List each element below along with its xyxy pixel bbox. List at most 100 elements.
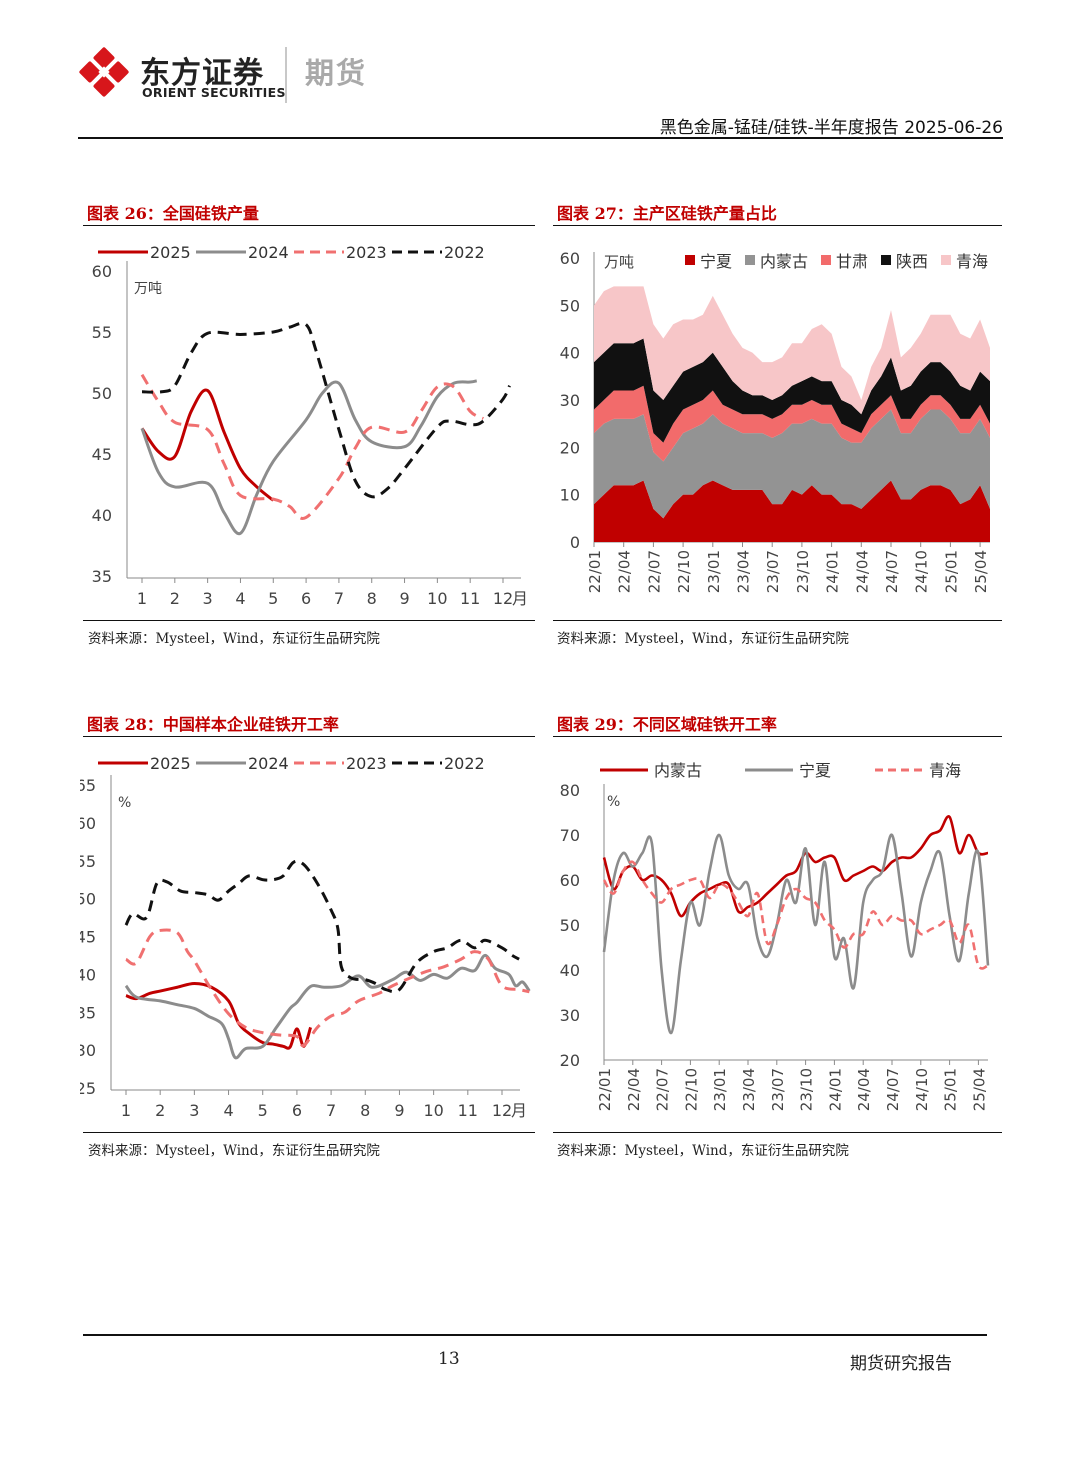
figure-26-title-rule (83, 225, 535, 226)
x-tick-label: 5 (268, 589, 278, 608)
y-tick-label: 40 (560, 961, 580, 980)
x-tick-label: 24/04 (855, 1068, 873, 1111)
division-label: 期货 (305, 56, 368, 90)
x-unit-label: 月 (512, 589, 528, 608)
x-tick-label: 23/10 (798, 1068, 816, 1111)
x-tick-label: 22/10 (675, 550, 693, 593)
brand-name-en: ORIENT SECURITIES (142, 85, 286, 100)
x-tick-label: 1 (121, 1101, 131, 1120)
series-line-2023 (140, 373, 485, 520)
y-tick-label: 45 (80, 928, 96, 947)
x-unit-label: 月 (511, 1101, 527, 1120)
figure-27-source: 资料来源：Mysteel，Wind，东证衍生品研究院 (557, 631, 849, 647)
y-tick-label: 60 (80, 814, 96, 833)
y-tick-label: 70 (560, 826, 580, 845)
y-tick-label: 45 (92, 445, 112, 464)
figure-27-bottom-rule (553, 620, 1002, 621)
legend-label-青海: 青海 (956, 252, 988, 271)
y-tick-label: 30 (560, 1006, 580, 1025)
y-tick-label: 50 (80, 890, 96, 909)
x-tick-label: 22/07 (645, 550, 663, 593)
figure-28-title: 图表 28：中国样本企业硅铁开工率 (87, 715, 339, 734)
x-tick-label: 22/07 (654, 1068, 672, 1111)
legend-swatch-陕西 (881, 255, 891, 265)
y-unit-label: 万吨 (134, 281, 162, 297)
x-tick-label: 25/01 (942, 550, 960, 593)
y-unit-label: 万吨 (604, 253, 634, 271)
y-tick-label: 30 (80, 1041, 96, 1060)
x-tick-label: 7 (334, 589, 344, 608)
legend-swatch-青海 (941, 255, 951, 265)
y-tick-label: 65 (80, 776, 96, 795)
x-tick-label: 22/01 (586, 550, 604, 593)
y-tick-label: 50 (92, 384, 112, 403)
y-unit-label: % (607, 794, 620, 810)
area-series-陕西 (594, 338, 990, 443)
x-tick-label: 23/01 (705, 550, 723, 593)
y-tick-label: 60 (560, 249, 580, 268)
x-tick-label: 2 (170, 589, 180, 608)
legend-label-内蒙古: 内蒙古 (760, 252, 808, 271)
x-tick-label: 24/10 (913, 1068, 931, 1111)
brand-separator (285, 47, 287, 103)
brand-name-cn: 东方证券 (140, 56, 264, 91)
y-tick-label: 55 (80, 852, 96, 871)
figure-28-source: 资料来源：Mysteel，Wind，东证衍生品研究院 (88, 1143, 380, 1159)
legend-label-青海: 青海 (929, 761, 961, 780)
legend-label-2025: 2025 (150, 754, 191, 773)
legend-label-甘肃: 甘肃 (836, 252, 868, 271)
x-tick-label: 24/07 (884, 1068, 902, 1111)
series-line-2022 (141, 321, 511, 499)
figure-29-source: 资料来源：Mysteel，Wind，东证衍生品研究院 (557, 1143, 849, 1159)
x-tick-label: 25/01 (942, 1068, 960, 1111)
y-tick-label: 55 (92, 323, 112, 342)
x-tick-label: 22/10 (682, 1068, 700, 1111)
legend-label-陕西: 陕西 (896, 252, 928, 271)
series-line-青海 (602, 860, 989, 970)
x-tick-label: 23/04 (735, 550, 753, 593)
chart-27-output-share-by-region: 22/01 22/04 22/07 22/10 23/01 23/04 23/07 23/10… (560, 249, 990, 593)
y-tick-label: 25 (80, 1079, 96, 1098)
figure-28-bottom-rule (83, 1132, 535, 1133)
x-tick-label: 11 (458, 1101, 478, 1120)
report-title: 黑色金属-锰硅/硅铁-半年度报告 2025-06-26 (659, 118, 1003, 138)
x-tick-label: 3 (203, 589, 213, 608)
y-tick-label: 35 (80, 1003, 96, 1022)
legend-label-2025: 2025 (150, 243, 191, 262)
figure-27-title-rule (553, 225, 1002, 226)
y-tick-label: 60 (560, 871, 580, 890)
brand-logo (78, 46, 130, 98)
legend-label-内蒙古: 内蒙古 (654, 761, 702, 780)
figure-29-bottom-rule (553, 1132, 1002, 1133)
legend-label-宁夏: 宁夏 (700, 252, 732, 271)
x-tick-label: 23/04 (740, 1068, 758, 1111)
x-tick-label: 6 (292, 1101, 302, 1120)
x-tick-label: 24/01 (826, 1068, 844, 1111)
y-tick-label: 35 (92, 567, 112, 586)
legend-label-宁夏: 宁夏 (799, 761, 831, 780)
x-tick-label: 24/04 (853, 550, 871, 593)
series-line-2022 (124, 859, 520, 994)
page-number: 13 (438, 1349, 460, 1369)
x-tick-label: 22/01 (596, 1068, 614, 1111)
x-tick-label: 5 (258, 1101, 268, 1120)
x-tick-label: 25/04 (972, 550, 990, 593)
series-line-2024 (124, 953, 531, 1060)
y-tick-label: 60 (92, 262, 112, 281)
x-tick-label: 24/10 (913, 550, 931, 593)
area-series-宁夏 (594, 480, 990, 542)
x-tick-label: 22/04 (625, 1068, 643, 1111)
y-tick-label: 20 (560, 438, 580, 457)
series-line-内蒙古 (602, 815, 989, 918)
figure-26-title: 图表 26：全国硅铁产量 (87, 204, 259, 223)
x-tick-label: 9 (394, 1101, 404, 1120)
figure-29-title-rule (553, 736, 1002, 737)
header-rule (78, 137, 1003, 139)
x-tick-label: 2 (155, 1101, 165, 1120)
area-series-青海 (594, 286, 990, 415)
legend-swatch-甘肃 (821, 255, 831, 265)
y-tick-label: 30 (560, 391, 580, 410)
x-tick-label: 10 (427, 589, 447, 608)
